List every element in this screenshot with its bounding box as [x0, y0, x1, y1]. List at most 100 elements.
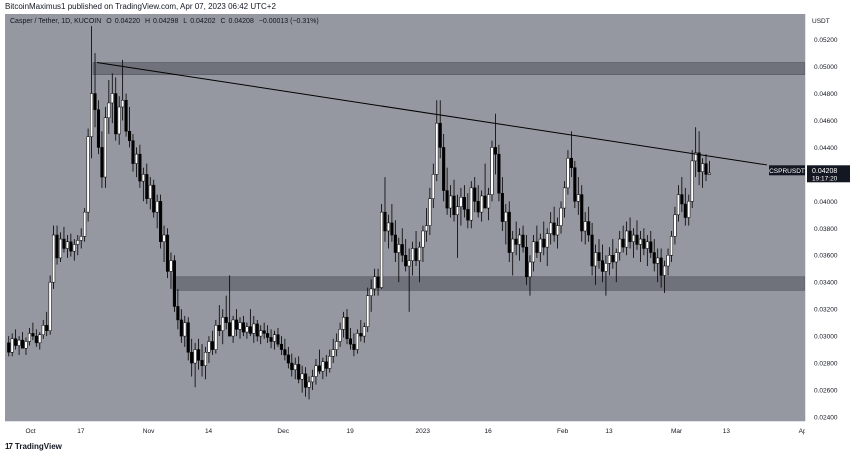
candle-body[interactable] — [190, 352, 194, 364]
candle-body[interactable] — [663, 265, 667, 276]
candle-body[interactable] — [656, 257, 660, 264]
candle-body[interactable] — [286, 354, 290, 364]
candle-body[interactable] — [680, 194, 684, 205]
candle-body[interactable] — [469, 187, 473, 221]
candle-body[interactable] — [155, 201, 159, 213]
candle-body[interactable] — [362, 326, 366, 337]
candle-body[interactable] — [7, 342, 11, 353]
candle-body[interactable] — [500, 192, 504, 222]
candle-body[interactable] — [507, 211, 511, 253]
candle-body[interactable] — [69, 241, 73, 252]
candle-body[interactable] — [10, 338, 14, 353]
candle-body[interactable] — [673, 214, 677, 237]
candle-body[interactable] — [241, 322, 246, 333]
candle-body[interactable] — [38, 334, 42, 344]
candle-body[interactable] — [304, 373, 308, 388]
candle-body[interactable] — [476, 201, 480, 213]
candle-body[interactable] — [238, 322, 242, 330]
candle-body[interactable] — [649, 241, 653, 253]
candle-body[interactable] — [518, 234, 522, 245]
candle-body[interactable] — [127, 130, 132, 141]
candle-body[interactable] — [697, 152, 701, 172]
candle-body[interactable] — [269, 337, 273, 342]
candle-body[interactable] — [279, 343, 283, 350]
candle-body[interactable] — [117, 106, 121, 135]
candle-body[interactable] — [590, 234, 594, 267]
candle-body[interactable] — [638, 238, 642, 245]
candle-body[interactable] — [138, 153, 142, 182]
candle-body[interactable] — [90, 93, 94, 137]
candle-body[interactable] — [597, 252, 601, 261]
candle-body[interactable] — [131, 140, 135, 164]
candle-body[interactable] — [521, 234, 525, 248]
candle-body[interactable] — [86, 136, 90, 213]
candle-body[interactable] — [207, 341, 211, 353]
candle-body[interactable] — [466, 209, 470, 221]
candle-body[interactable] — [611, 254, 615, 263]
candle-body[interactable] — [400, 244, 404, 256]
candle-body[interactable] — [386, 222, 390, 232]
candle-body[interactable] — [321, 361, 325, 372]
candle-body[interactable] — [376, 276, 380, 288]
candle-body[interactable] — [107, 102, 111, 119]
candle-body[interactable] — [669, 236, 674, 256]
candle-body[interactable] — [480, 195, 484, 213]
candle-body[interactable] — [424, 225, 428, 232]
candle-body[interactable] — [428, 198, 432, 226]
candle-body[interactable] — [442, 147, 446, 191]
candle-body[interactable] — [310, 376, 315, 383]
candle-body[interactable] — [276, 334, 280, 345]
candle-body[interactable] — [462, 197, 466, 210]
candle-body[interactable] — [486, 194, 491, 209]
candle-body[interactable] — [96, 109, 101, 148]
candle-body[interactable] — [528, 261, 532, 278]
candle-body[interactable] — [497, 153, 501, 194]
candle-body[interactable] — [704, 163, 708, 175]
candle-body[interactable] — [445, 190, 449, 209]
candle-body[interactable] — [490, 147, 494, 195]
candle-body[interactable] — [493, 147, 497, 155]
candle-body[interactable] — [524, 246, 529, 278]
candle-body[interactable] — [169, 260, 173, 272]
candle-body[interactable] — [259, 330, 263, 337]
candle-body[interactable] — [17, 339, 21, 346]
candle-body[interactable] — [121, 100, 125, 108]
candle-body[interactable] — [228, 322, 232, 337]
candle-body[interactable] — [162, 234, 166, 243]
candle-body[interactable] — [625, 230, 629, 248]
candle-body[interactable] — [145, 174, 149, 199]
candle-body[interactable] — [217, 325, 221, 331]
candle-body[interactable] — [248, 326, 252, 334]
candle-body[interactable] — [538, 238, 542, 253]
candle-body[interactable] — [159, 201, 163, 243]
candle-body[interactable] — [455, 206, 460, 216]
candle-body[interactable] — [449, 195, 453, 209]
candle-body[interactable] — [707, 172, 712, 175]
candle-body[interactable] — [114, 93, 118, 135]
candle-body[interactable] — [452, 195, 456, 216]
candle-body[interactable] — [172, 260, 176, 307]
candle-body[interactable] — [352, 343, 356, 350]
candle-body[interactable] — [300, 373, 304, 380]
candle-body[interactable] — [200, 360, 204, 366]
candle-body[interactable] — [24, 341, 28, 349]
candle-body[interactable] — [683, 203, 687, 218]
candle-body[interactable] — [317, 365, 321, 372]
candle-body[interactable] — [183, 322, 187, 337]
candle-body[interactable] — [252, 323, 256, 334]
candle-body[interactable] — [645, 241, 649, 249]
candle-body[interactable] — [390, 222, 394, 236]
candle-body[interactable] — [631, 234, 636, 243]
candle-body[interactable] — [600, 260, 605, 272]
candle-body[interactable] — [176, 306, 180, 321]
candle-body[interactable] — [141, 174, 145, 182]
candle-body[interactable] — [694, 152, 698, 162]
candle-body[interactable] — [110, 93, 114, 104]
candle-body[interactable] — [165, 234, 170, 272]
candle-body[interactable] — [566, 157, 570, 189]
candle-body[interactable] — [76, 240, 80, 245]
candle-body[interactable] — [255, 323, 259, 337]
candle-body[interactable] — [324, 361, 328, 369]
candle-body[interactable] — [604, 263, 608, 272]
candle-body[interactable] — [93, 93, 97, 110]
